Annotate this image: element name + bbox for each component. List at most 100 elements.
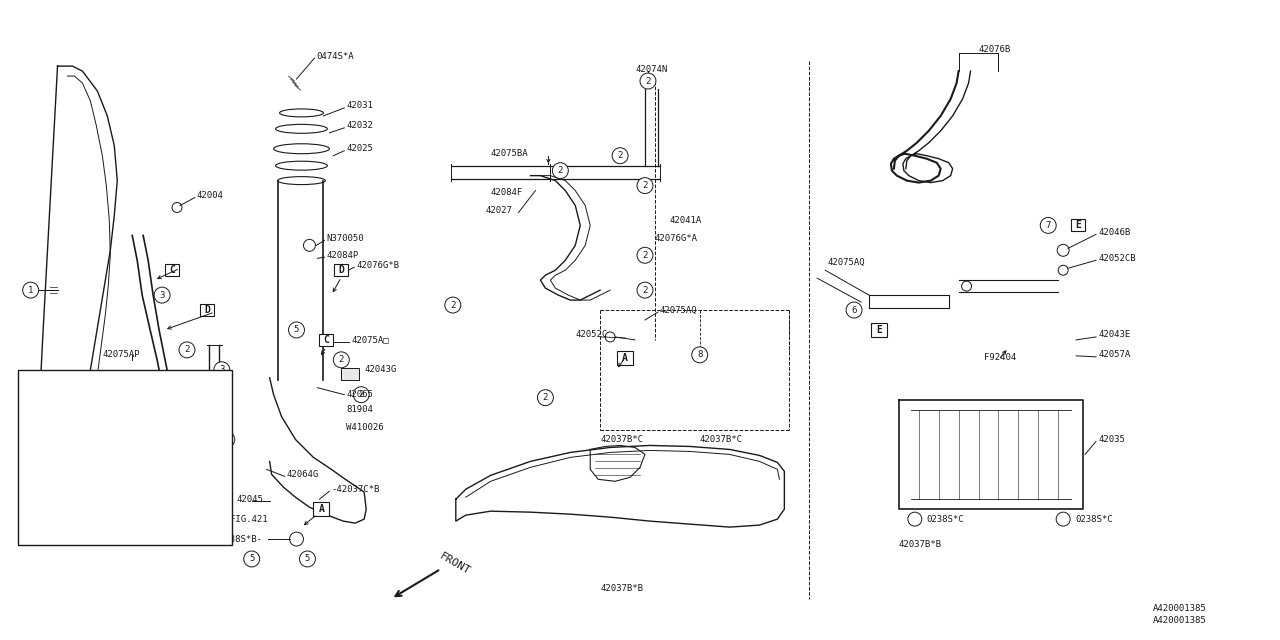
Bar (314, 502, 329, 516)
Text: 0238S*B-: 0238S*B- (220, 534, 262, 543)
Text: 3: 3 (27, 420, 32, 429)
Text: 2: 2 (543, 393, 548, 402)
Circle shape (22, 504, 37, 520)
Text: 42043E: 42043E (1098, 330, 1130, 339)
Circle shape (22, 417, 37, 433)
Bar (18, 370, 232, 545)
Circle shape (189, 406, 205, 422)
Text: 6: 6 (27, 486, 32, 495)
Text: 2: 2 (643, 285, 648, 294)
Circle shape (22, 372, 37, 388)
Circle shape (846, 302, 861, 318)
Circle shape (22, 526, 37, 542)
Text: 8: 8 (27, 529, 32, 539)
Text: FRONT: FRONT (438, 551, 472, 577)
Text: 2: 2 (643, 181, 648, 190)
Text: 42043G: 42043G (365, 365, 397, 374)
Bar (1071, 220, 1085, 232)
Text: A420001385: A420001385 (1153, 616, 1207, 625)
Circle shape (637, 282, 653, 298)
Text: W410026: W410026 (347, 423, 384, 432)
Circle shape (538, 390, 553, 406)
Circle shape (179, 342, 195, 358)
Text: 5: 5 (27, 464, 32, 473)
Text: N370049: N370049 (50, 464, 87, 473)
Circle shape (154, 287, 170, 303)
Text: 0474S*B: 0474S*B (50, 376, 87, 385)
Text: 42042F: 42042F (50, 529, 82, 539)
Text: A: A (319, 504, 324, 514)
Text: 42076G*B: 42076G*B (356, 260, 399, 269)
Text: 42004: 42004 (197, 191, 224, 200)
Circle shape (637, 247, 653, 263)
Text: 42075BB: 42075BB (50, 486, 87, 495)
Circle shape (288, 322, 305, 338)
Text: 42064I: 42064I (170, 435, 202, 444)
Circle shape (445, 297, 461, 313)
Text: <06MY0506-    >: <06MY0506- > (143, 529, 221, 539)
Text: 42065: 42065 (347, 390, 374, 399)
Text: 2: 2 (184, 346, 189, 355)
Text: 42025: 42025 (347, 144, 374, 153)
Circle shape (22, 483, 37, 498)
Text: 42031: 42031 (347, 101, 374, 111)
Text: 42035: 42035 (1098, 435, 1125, 444)
Circle shape (640, 73, 655, 89)
Text: 42027: 42027 (485, 206, 512, 215)
Text: W170069: W170069 (50, 420, 87, 429)
Text: 2: 2 (358, 390, 364, 399)
Text: 42064G: 42064G (287, 470, 319, 479)
Circle shape (1041, 218, 1056, 234)
Bar (320, 334, 333, 346)
Circle shape (300, 551, 315, 567)
Text: 1: 1 (28, 285, 33, 294)
Text: 6: 6 (851, 305, 856, 314)
Text: FIG.421: FIG.421 (230, 515, 268, 524)
Text: A: A (622, 353, 628, 363)
Text: 42052C: 42052C (575, 330, 608, 339)
Text: 3: 3 (219, 365, 224, 374)
Text: 3: 3 (160, 291, 165, 300)
Bar (617, 351, 634, 365)
Text: 0474S*A: 0474S*A (316, 52, 355, 61)
Text: 42037B*B: 42037B*B (600, 584, 643, 593)
Text: 2: 2 (339, 355, 344, 364)
Text: 42041A: 42041A (669, 216, 703, 225)
Text: 42075A□: 42075A□ (351, 335, 389, 344)
Circle shape (553, 163, 568, 179)
Text: 42037B*B: 42037B*B (899, 540, 942, 548)
Circle shape (637, 178, 653, 193)
Text: E: E (1075, 220, 1082, 230)
Circle shape (23, 282, 38, 298)
Text: 42046B: 42046B (1098, 228, 1130, 237)
Text: 42076B: 42076B (978, 45, 1011, 54)
Circle shape (142, 406, 159, 422)
Text: 3: 3 (147, 410, 152, 419)
Text: 42057A: 42057A (1098, 350, 1130, 359)
Text: 1: 1 (27, 376, 32, 385)
Text: 42084P: 42084P (326, 251, 358, 260)
Text: 42075AN: 42075AN (50, 442, 87, 451)
Circle shape (219, 431, 234, 447)
Text: 42045A: 42045A (33, 484, 65, 494)
Text: F92404: F92404 (983, 353, 1016, 362)
Text: 1: 1 (195, 410, 200, 419)
Text: 42075BA: 42075BA (490, 149, 529, 158)
Text: 5: 5 (305, 554, 310, 563)
Text: 2: 2 (451, 301, 456, 310)
Text: 42032: 42032 (347, 122, 374, 131)
Bar (200, 304, 214, 316)
Circle shape (189, 481, 205, 497)
Bar (870, 323, 887, 337)
Text: 2: 2 (209, 445, 215, 454)
Text: 0238S*C: 0238S*C (927, 515, 964, 524)
Text: 2: 2 (558, 166, 563, 175)
Text: 8: 8 (698, 350, 703, 359)
Circle shape (214, 362, 230, 378)
Circle shape (22, 438, 37, 454)
Text: 42052CB: 42052CB (1098, 254, 1135, 263)
Text: 7: 7 (27, 508, 32, 516)
Bar (342, 368, 360, 380)
Text: 2: 2 (617, 151, 623, 160)
Circle shape (22, 460, 37, 476)
